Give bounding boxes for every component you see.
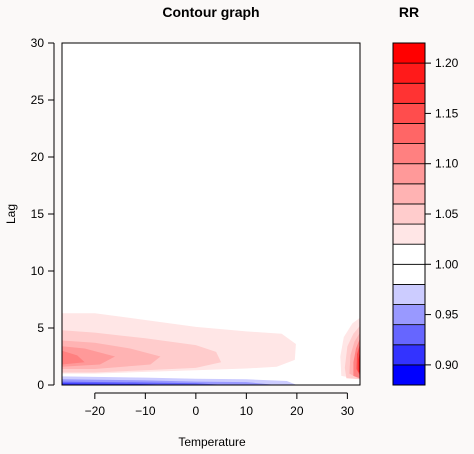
x-tick-label: 0 xyxy=(193,404,200,418)
y-tick-label: 30 xyxy=(31,36,45,50)
colorbar-tick-label: 1.20 xyxy=(435,56,459,70)
colorbar-swatch xyxy=(392,223,426,245)
colorbar-tick-label: 0.95 xyxy=(435,308,459,322)
colorbar-swatch xyxy=(392,102,426,124)
colorbar-swatch xyxy=(392,163,426,185)
x-tick-label: 10 xyxy=(240,404,254,418)
x-tick-label: −10 xyxy=(135,404,156,418)
contour-region-4 xyxy=(62,350,85,365)
y-axis-label: Lag xyxy=(4,204,18,224)
colorbar-swatch xyxy=(392,183,426,205)
colorbar-swatch xyxy=(392,263,426,285)
colorbar-swatch xyxy=(392,123,426,144)
colorbar-swatch xyxy=(392,82,426,104)
y-tick-label: 20 xyxy=(31,150,45,164)
x-tick-label: 20 xyxy=(290,404,304,418)
chart-title: Contour graph xyxy=(162,4,259,20)
colorbar-tick-label: 1.10 xyxy=(435,157,459,171)
colorbar-tick-label: 1.00 xyxy=(435,257,459,271)
colorbar-tick-label: 0.90 xyxy=(435,358,459,372)
x-tick-label: 30 xyxy=(341,404,355,418)
y-tick-label: 5 xyxy=(37,321,44,335)
colorbar-swatch xyxy=(392,344,426,366)
colorbar-title: RR xyxy=(399,4,419,20)
x-tick-label: −20 xyxy=(85,404,106,418)
y-axis: 0 5 10 15 20 25 30 xyxy=(31,36,55,392)
colorbar-swatch xyxy=(392,324,426,346)
colorbar-tick-label: 1.15 xyxy=(435,106,459,120)
colorbar-tick-label: 1.05 xyxy=(435,207,459,221)
y-tick-label: 25 xyxy=(31,93,45,107)
plot-frame xyxy=(61,42,361,386)
x-axis: −20 −10 0 10 20 30 xyxy=(85,392,355,418)
colorbar-swatch xyxy=(392,42,426,64)
colorbar-swatch xyxy=(392,243,426,265)
colorbar-swatch xyxy=(392,62,426,84)
y-tick-label: 0 xyxy=(37,378,44,392)
x-axis-label: Temperature xyxy=(178,435,246,449)
colorbar: 0.90 0.95 1.00 1.05 1.10 1.15 1.20 xyxy=(392,42,459,386)
colorbar-swatch xyxy=(392,203,426,225)
y-tick-label: 15 xyxy=(31,207,45,221)
colorbar-swatch xyxy=(392,143,426,165)
colorbar-swatch xyxy=(392,284,426,305)
contour-regions xyxy=(62,43,360,385)
y-tick-label: 10 xyxy=(31,264,45,278)
colorbar-swatch xyxy=(392,304,426,326)
colorbar-swatch xyxy=(392,364,426,386)
